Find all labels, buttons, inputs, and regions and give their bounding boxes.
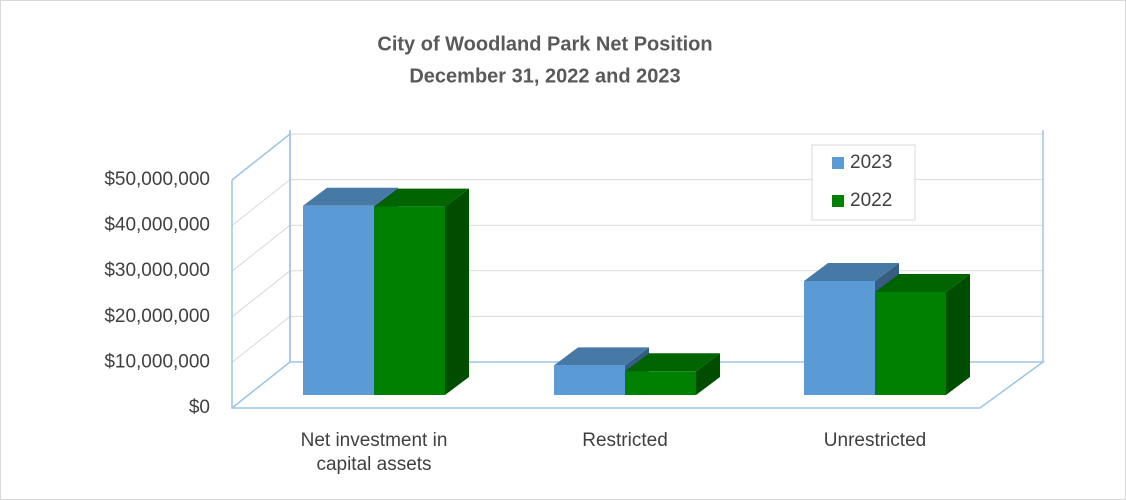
x-tick-label: Unrestricted <box>823 430 927 451</box>
y-tick-label: $50,000,000 <box>104 169 210 190</box>
chart-title: City of Woodland Park Net Position <box>377 33 712 55</box>
grid-line <box>231 224 291 272</box>
bar-top <box>554 347 649 366</box>
x-tick-label: Restricted <box>582 430 668 451</box>
bar <box>554 365 625 395</box>
bar-top <box>875 273 970 292</box>
grid-line <box>231 270 291 318</box>
y-tick-label: $40,000,000 <box>104 215 210 236</box>
bar <box>804 281 875 395</box>
bar-top <box>374 188 469 207</box>
chart-subtitle: December 31, 2022 and 2023 <box>409 65 680 87</box>
grid-line <box>231 316 291 363</box>
bar-side <box>696 353 720 395</box>
y-tick-label: $30,000,000 <box>104 260 210 281</box>
legend-swatch <box>832 195 844 207</box>
bar <box>303 205 374 395</box>
y-tick-label: $10,000,000 <box>104 351 210 372</box>
bar <box>374 206 445 395</box>
x-tick-label: Net investment in capital assets <box>300 430 448 475</box>
legend-label: 2022 <box>850 190 892 211</box>
legend-label: 2023 <box>850 152 892 173</box>
bar <box>875 291 946 395</box>
y-tick-label: $0 <box>189 397 210 418</box>
legend-box <box>811 144 916 221</box>
bar-top <box>804 263 899 281</box>
bar-side <box>946 273 970 395</box>
bar <box>625 371 696 395</box>
legend-swatch <box>832 157 844 169</box>
bar-top <box>625 353 720 372</box>
grid-line <box>231 179 291 226</box>
bar-top <box>303 187 398 206</box>
y-tick-label: $20,000,000 <box>104 306 210 327</box>
floor-outline <box>231 180 1046 409</box>
bar-side <box>445 188 469 395</box>
